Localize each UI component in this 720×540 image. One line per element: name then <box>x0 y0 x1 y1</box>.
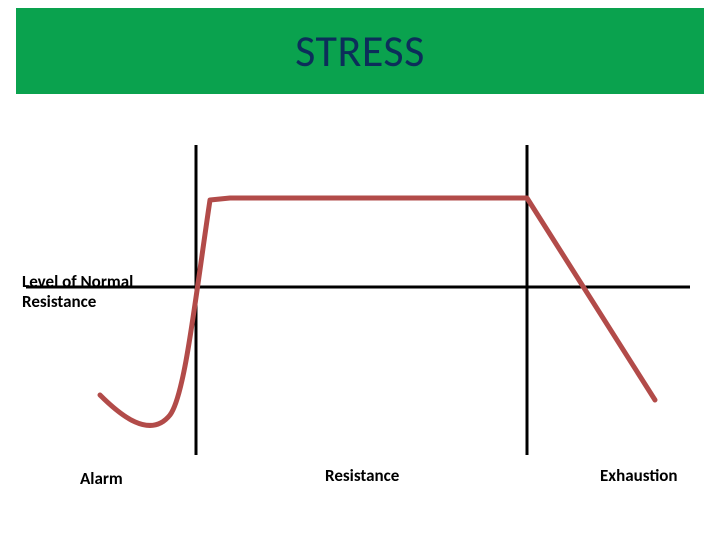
phase-label-resistance: Resistance <box>325 465 399 486</box>
stress-diagram <box>0 0 720 540</box>
baseline-label-text: Level of NormalResistance <box>22 271 133 312</box>
stress-curve <box>100 198 655 425</box>
phase-label-alarm: Alarm <box>80 468 123 489</box>
phase-label-exhaustion: Exhaustion <box>600 465 678 486</box>
baseline-label: Level of NormalResistance <box>22 272 133 313</box>
